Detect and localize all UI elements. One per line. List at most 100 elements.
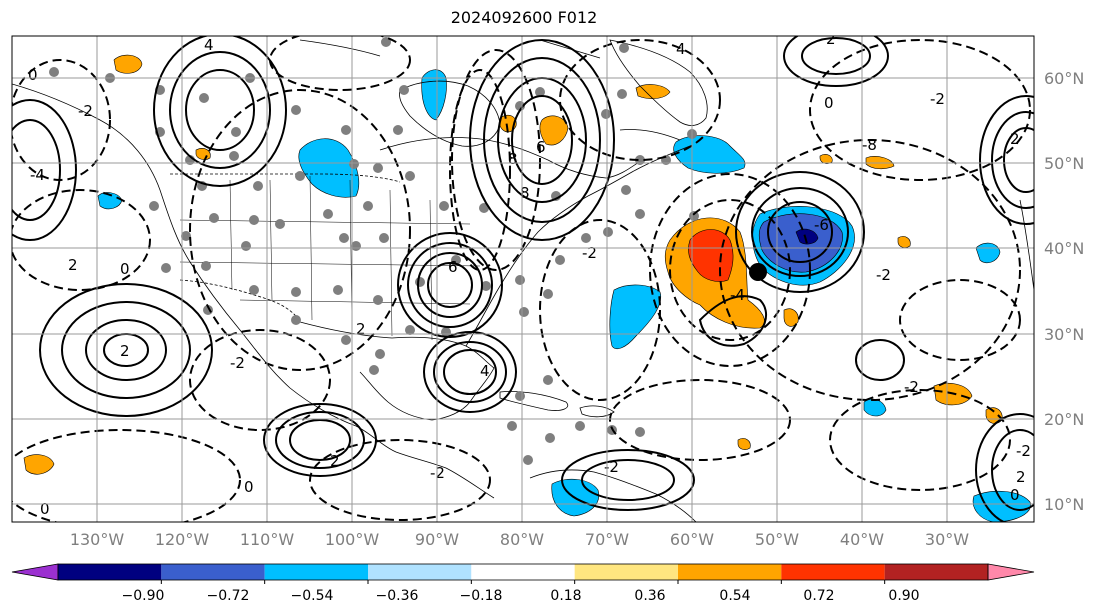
lon-label: 50°W bbox=[755, 530, 799, 549]
contour-label: -2 bbox=[582, 244, 597, 262]
map-area: 0 2 4 -2 -4 2 0 4 8 6 2 -2 0 -2 2 4 6 8 … bbox=[12, 30, 1034, 522]
colorbar-tick-label: −0.90 bbox=[122, 588, 165, 604]
lon-label: 80°W bbox=[500, 530, 544, 549]
contour-label: 2 bbox=[826, 30, 836, 48]
coast-cuba bbox=[499, 391, 569, 411]
contour-label: -6 bbox=[814, 216, 829, 234]
contour-label: 2 bbox=[1010, 130, 1020, 148]
contour-label: -2 bbox=[930, 90, 945, 108]
contour-label: 0 bbox=[824, 94, 834, 112]
coast-hispaniola bbox=[579, 405, 615, 418]
border-us-mexico bbox=[179, 279, 301, 323]
map-title: 2024092600 F012 bbox=[450, 8, 598, 27]
blob-orange-11 bbox=[737, 438, 751, 450]
colorbar-tick-label: −0.54 bbox=[291, 588, 334, 604]
contour-label: 2 bbox=[1016, 468, 1026, 486]
lon-label: 30°W bbox=[925, 530, 969, 549]
colorbar-ticks: −0.90 −0.72 −0.54 −0.36 −0.18 0.18 0.36 … bbox=[122, 588, 920, 604]
lat-label: 10°N bbox=[1044, 495, 1084, 514]
colorbar-segment bbox=[884, 564, 988, 580]
blob-orange-14 bbox=[819, 154, 833, 164]
blob-blue-2 bbox=[609, 284, 662, 349]
colorbar-segment bbox=[58, 564, 162, 580]
shading-layer bbox=[23, 54, 1031, 522]
blob-navy bbox=[795, 228, 819, 245]
contour-label: -8 bbox=[862, 136, 877, 154]
gridlines bbox=[12, 36, 1034, 522]
lon-label: 110°W bbox=[240, 530, 295, 549]
colorbar-outline bbox=[57, 563, 989, 581]
observation-dots bbox=[49, 37, 699, 465]
lon-label: 100°W bbox=[325, 530, 380, 549]
coast-greenland bbox=[609, 39, 708, 126]
colorbar-arrow-right bbox=[987, 563, 1035, 581]
blob-blue-4 bbox=[673, 135, 746, 174]
colorbar-tick-label: 0.54 bbox=[719, 588, 750, 604]
contour-label: -2 bbox=[904, 378, 919, 396]
lon-label: 70°W bbox=[585, 530, 629, 549]
lat-label: 60°N bbox=[1044, 69, 1084, 88]
colorbar-segment bbox=[574, 564, 678, 580]
contour-label: -2 bbox=[604, 458, 619, 476]
contours-negative bbox=[12, 36, 1031, 522]
map-frame bbox=[11, 35, 1035, 523]
contour-label: -4 bbox=[30, 166, 45, 184]
contour-label: -2 bbox=[78, 102, 93, 120]
contour-label: 6 bbox=[536, 138, 546, 156]
lon-label: 40°W bbox=[840, 530, 884, 549]
longitude-labels: 130°W 120°W 110°W 100°W 90°W 80°W 70°W 6… bbox=[70, 530, 969, 549]
contour-label: 0 bbox=[244, 478, 254, 496]
colorbar-tick-label: −0.36 bbox=[376, 588, 419, 604]
blob-orange-2 bbox=[539, 115, 569, 146]
colorbar-tick-label: 0.36 bbox=[634, 588, 665, 604]
coast-east-us bbox=[465, 145, 691, 347]
contour-label: 0 bbox=[120, 260, 130, 278]
contour-label: 8 bbox=[520, 184, 530, 202]
coast-hudson bbox=[399, 80, 501, 147]
lat-label: 40°N bbox=[1044, 239, 1084, 258]
coast-north-america bbox=[12, 83, 495, 499]
blob-orange-5 bbox=[635, 84, 671, 99]
blob-orange-10 bbox=[783, 308, 799, 327]
blob-orange-7 bbox=[23, 454, 55, 475]
contour-label: 8 bbox=[508, 150, 518, 168]
contours-positive bbox=[12, 36, 1034, 522]
lon-label: 130°W bbox=[70, 530, 125, 549]
colorbar-segment bbox=[471, 564, 575, 580]
lat-label: 30°N bbox=[1044, 325, 1084, 344]
contour-label: 0 bbox=[1010, 486, 1020, 504]
contour-label: 0 bbox=[40, 500, 50, 518]
lon-label: 120°W bbox=[155, 530, 210, 549]
colorbar-segment bbox=[368, 564, 472, 580]
blob-orange-12 bbox=[897, 236, 911, 248]
contour-label: -4 bbox=[730, 286, 745, 304]
colorbar-tick-label: 0.90 bbox=[888, 588, 919, 604]
coast-gulf bbox=[299, 321, 495, 421]
contour-label: -2 bbox=[1016, 442, 1031, 460]
lon-label: 60°W bbox=[670, 530, 714, 549]
contour-label: 2 bbox=[356, 320, 366, 338]
contour-label: -2 bbox=[876, 266, 891, 284]
colorbar-segment bbox=[781, 564, 885, 580]
coast-south-america bbox=[529, 469, 697, 522]
contour-label: 6 bbox=[448, 258, 458, 276]
contour-label: 4 bbox=[480, 362, 490, 380]
contour-label: 0 bbox=[28, 66, 38, 84]
blob-orange-4 bbox=[113, 54, 143, 74]
blob-orange-13 bbox=[195, 148, 211, 160]
contour-label: -2 bbox=[230, 354, 245, 372]
contour-label: 4 bbox=[204, 36, 214, 54]
contour-label: 2 bbox=[330, 452, 340, 470]
blob-blue-3 bbox=[298, 138, 360, 198]
latitude-labels: 60°N 50°N 40°N 30°N 20°N 10°N bbox=[1044, 69, 1084, 514]
blob-blue-7 bbox=[972, 490, 1031, 522]
colorbar-segment bbox=[678, 564, 782, 580]
colorbar-tick-label: 0.18 bbox=[550, 588, 581, 604]
colorbar-segment bbox=[264, 564, 368, 580]
colorbar-tick-label: −0.18 bbox=[460, 588, 503, 604]
colorbar-tick-label: −0.72 bbox=[207, 588, 250, 604]
colorbar bbox=[11, 563, 1035, 584]
colorbar-tick-label: 0.72 bbox=[803, 588, 834, 604]
lon-label: 90°W bbox=[415, 530, 459, 549]
